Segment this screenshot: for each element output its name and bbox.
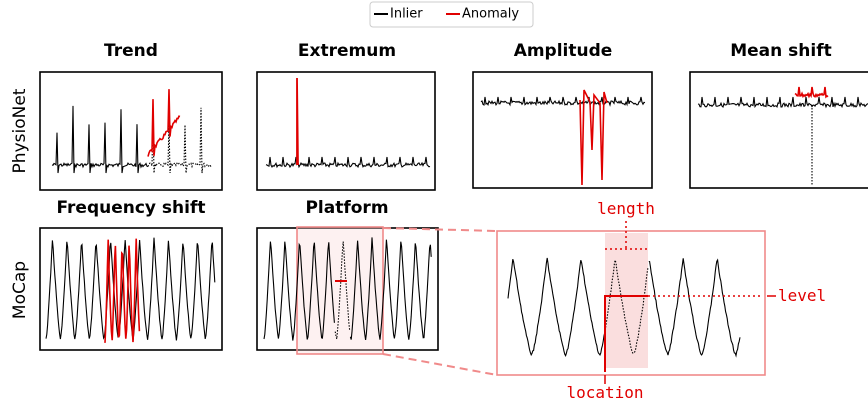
panel-title: Extremum bbox=[298, 41, 396, 61]
zoom-connector bbox=[382, 353, 498, 376]
annotation-marks bbox=[335, 221, 776, 384]
panel-frame bbox=[256, 71, 436, 191]
waveform bbox=[697, 96, 791, 109]
waveform bbox=[480, 96, 646, 107]
panel-frame bbox=[39, 71, 223, 191]
zoom-source bbox=[296, 226, 384, 355]
waveform bbox=[45, 237, 216, 341]
waveform bbox=[648, 258, 741, 358]
waveform bbox=[507, 257, 606, 358]
waveform bbox=[51, 105, 149, 174]
panel-frame bbox=[689, 71, 868, 189]
panel-frame bbox=[472, 71, 653, 189]
panel-title: Platform bbox=[305, 198, 388, 218]
zoom-connector bbox=[382, 227, 498, 232]
waveform bbox=[794, 86, 829, 99]
row-label: MoCap bbox=[10, 261, 30, 319]
waveform bbox=[789, 96, 868, 109]
panel-title: Mean shift bbox=[730, 41, 832, 61]
annotation: length bbox=[597, 199, 655, 218]
panel-title: Trend bbox=[104, 41, 158, 61]
zoom-frame bbox=[496, 230, 766, 376]
annotation: location bbox=[566, 383, 643, 402]
waveform bbox=[296, 77, 299, 166]
row-label: PhysioNet bbox=[10, 88, 30, 173]
panel-title: Frequency shift bbox=[57, 198, 206, 218]
waveform bbox=[263, 241, 335, 341]
waveforms bbox=[45, 77, 868, 358]
waveform bbox=[349, 237, 432, 340]
annotation: level bbox=[778, 286, 826, 305]
panel-frame bbox=[256, 227, 439, 351]
panel-frames bbox=[39, 71, 868, 351]
panel-title: Amplitude bbox=[514, 41, 613, 61]
legend-label: Anomaly bbox=[462, 7, 519, 22]
waveform bbox=[147, 89, 181, 157]
platform-level bbox=[604, 295, 648, 372]
highlight bbox=[605, 233, 648, 368]
waveform bbox=[147, 107, 213, 174]
waveform bbox=[579, 89, 608, 186]
panel-frame bbox=[39, 227, 223, 351]
legend-label: Inlier bbox=[390, 7, 423, 22]
waveform bbox=[265, 156, 431, 169]
waveform bbox=[605, 259, 649, 354]
waveform bbox=[104, 238, 141, 343]
